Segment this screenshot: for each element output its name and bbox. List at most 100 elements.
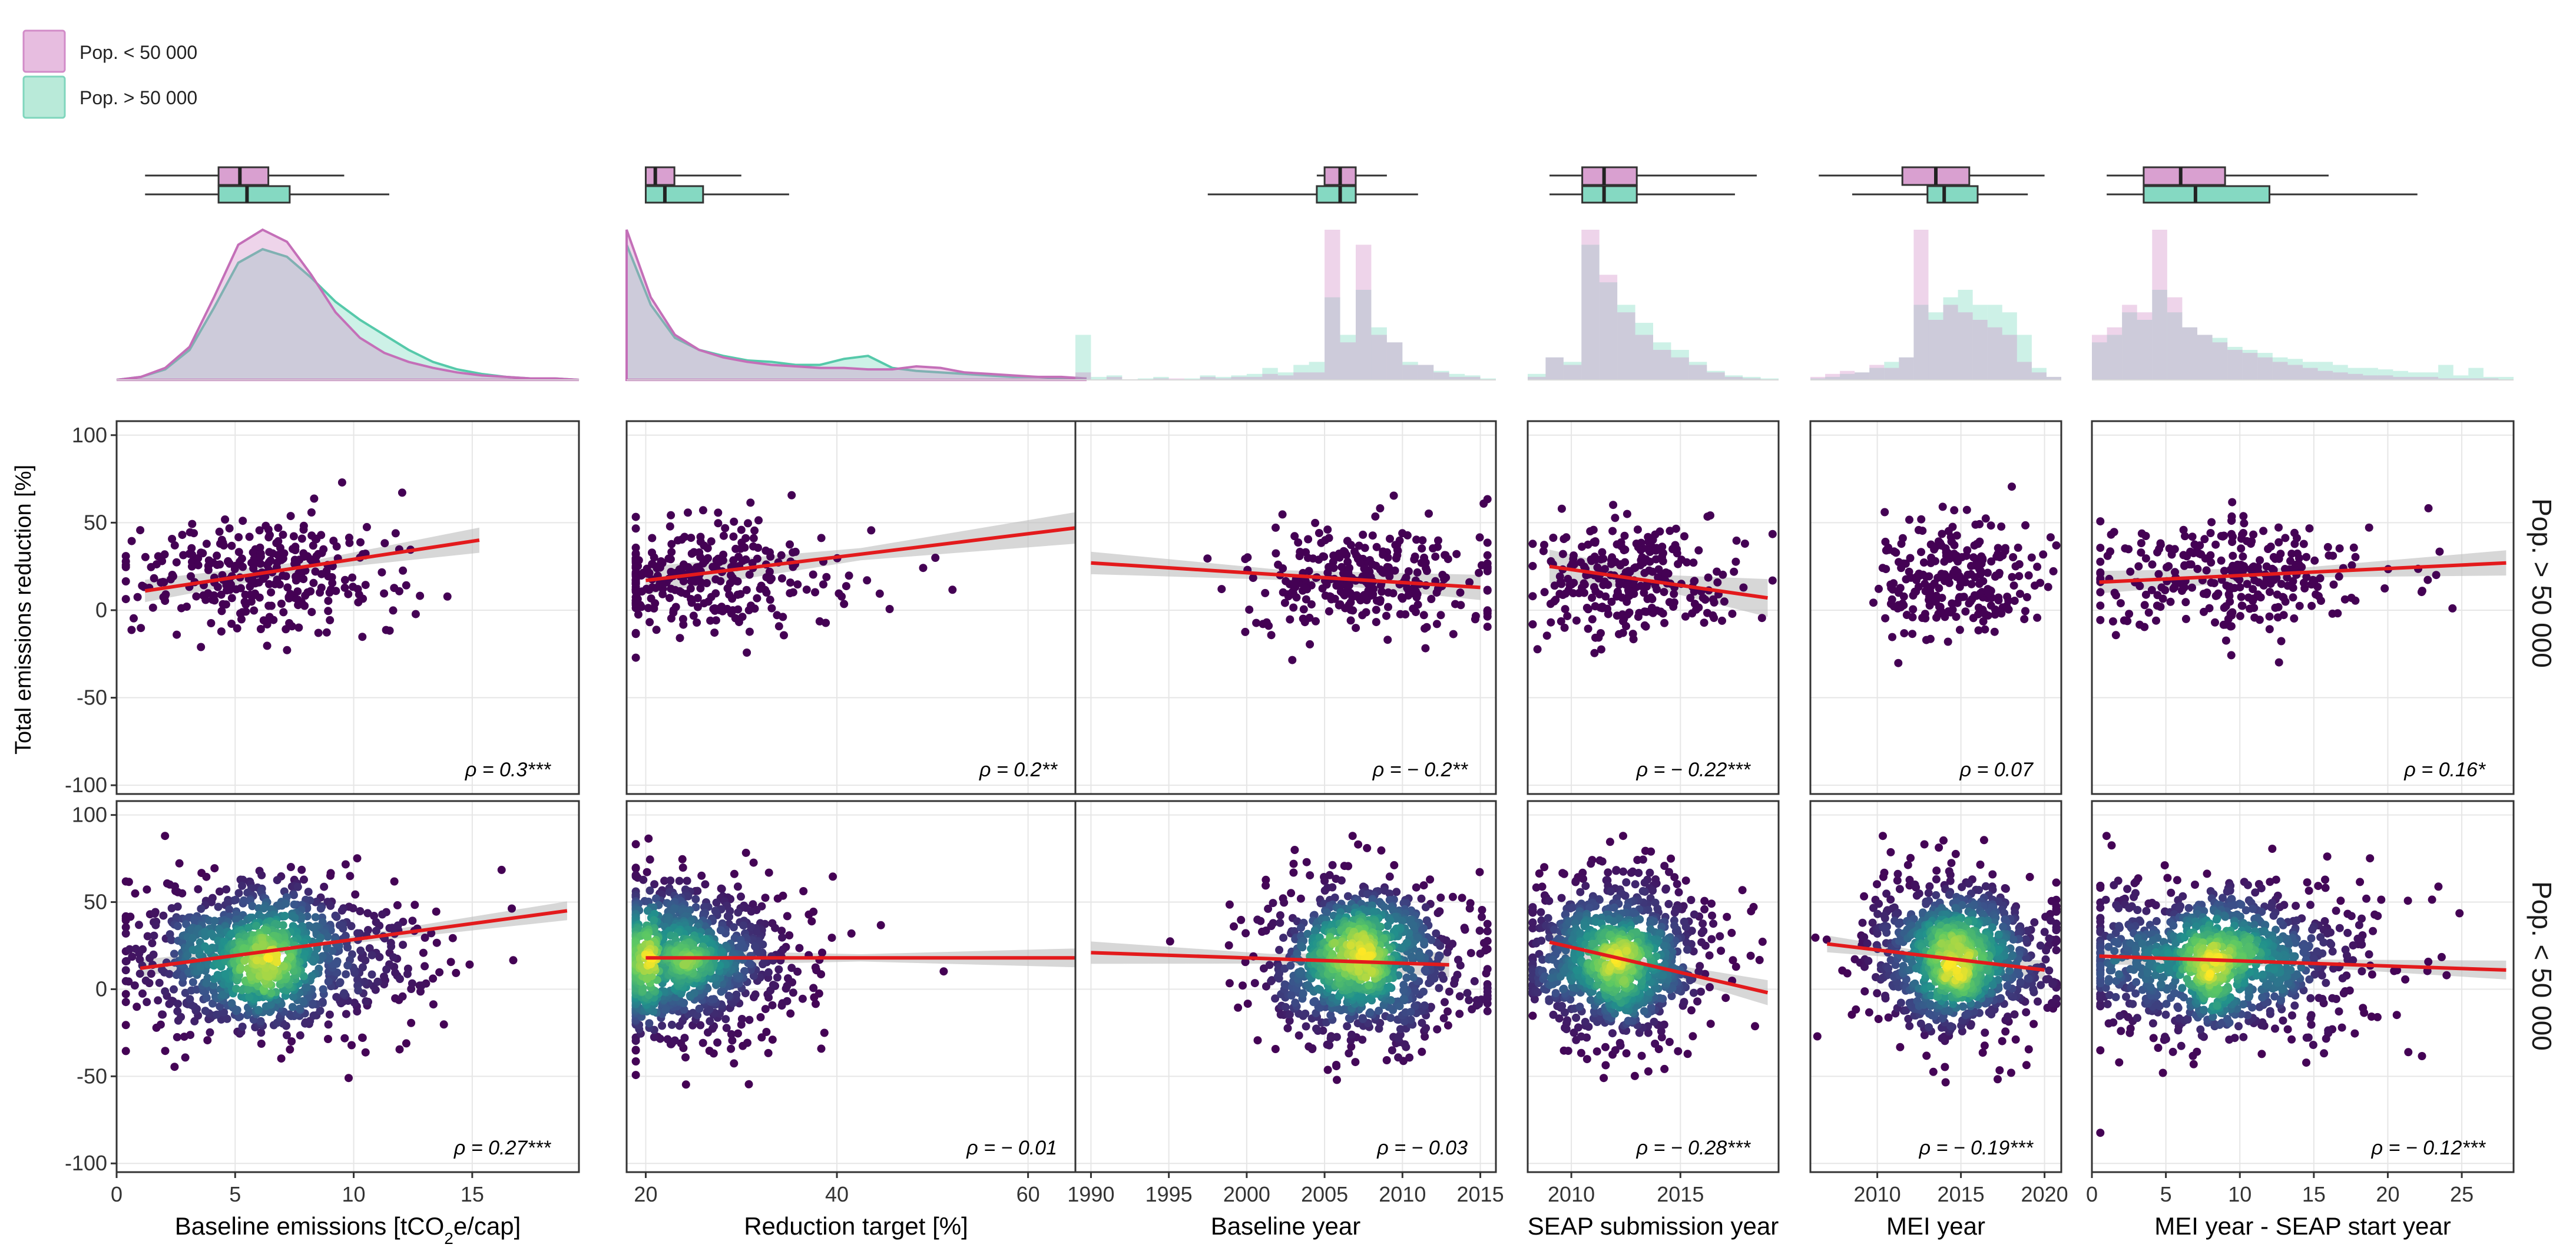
scatter-point [1558, 550, 1567, 558]
scatter-point [188, 520, 197, 528]
scatter-point [370, 912, 379, 920]
boxplot-box-large [217, 185, 291, 204]
scatter-point [1561, 605, 1570, 614]
scatter-point [294, 623, 303, 632]
scatter-point [147, 970, 155, 978]
scatter-point [363, 909, 372, 918]
scatter-point [1576, 888, 1585, 896]
scatter-point [387, 942, 396, 951]
scatter-point [863, 576, 872, 585]
scatter-point [1651, 898, 1660, 907]
scatter-point [255, 526, 264, 535]
scatter-point [1577, 1048, 1585, 1057]
scatter-point [1727, 928, 1736, 937]
scatter-point [187, 562, 196, 571]
scatter-point [133, 1002, 141, 1011]
scatter-point [733, 882, 742, 891]
scatter-point [1267, 631, 1276, 640]
scatter-point [1320, 886, 1329, 895]
scatter-point [274, 901, 283, 909]
scatter-point [341, 860, 350, 869]
scatter-point [1674, 888, 1683, 896]
scatter-point [171, 882, 179, 891]
scatter-point [202, 979, 211, 988]
marginal-hist-bar-small [1216, 378, 1231, 380]
scatter-point [1709, 919, 1718, 928]
scatter-point [1306, 871, 1315, 880]
scatter-point [141, 976, 150, 985]
scatter-point [304, 888, 313, 896]
scatter-point [1661, 885, 1670, 894]
scatter-point [1572, 1014, 1581, 1022]
scatter-point [1239, 981, 1247, 990]
scatter-point [286, 1045, 294, 1054]
scatter-point [847, 929, 856, 938]
scatter-point [1476, 949, 1485, 958]
scatter-point [246, 972, 255, 981]
scatter-point [771, 924, 780, 932]
scatter-point [789, 988, 797, 997]
scatter-point [732, 990, 741, 999]
scatter-point [233, 1005, 241, 1014]
scatter-point [1289, 868, 1298, 877]
scatter-point [730, 517, 739, 526]
scatter-point [1466, 949, 1475, 958]
scatter-point [659, 580, 668, 588]
scatter-point [753, 594, 761, 603]
scatter-point [1528, 540, 1537, 548]
marginal-hist-bar-small [1340, 342, 1356, 380]
scatter-point [1362, 608, 1370, 617]
scatter-point [240, 896, 248, 905]
scatter-point [1295, 552, 1304, 560]
scatter-point [1683, 945, 1691, 954]
scatter-point [156, 1020, 165, 1029]
scatter-point [631, 1071, 640, 1080]
scatter-point [337, 478, 346, 487]
scatter-point [717, 987, 726, 996]
scatter-point [121, 990, 130, 998]
scatter-point [1615, 1038, 1624, 1047]
scatter-point [194, 561, 203, 570]
scatter-point [727, 571, 735, 580]
scatter-point [1615, 630, 1623, 638]
scatter-point [785, 931, 794, 939]
scatter-point [1708, 911, 1716, 920]
scatter-point [1433, 909, 1442, 918]
marginal-hist-bar-large [1325, 297, 1340, 380]
scatter-point [680, 1034, 689, 1043]
scatter-point [650, 916, 658, 925]
scatter-point [1340, 862, 1349, 871]
scatter-point [267, 601, 276, 610]
correlation-label: ρ = − 0.03 [1376, 1137, 1468, 1159]
scatter-point [754, 516, 763, 525]
scatter-point [149, 950, 158, 959]
scatter-point [730, 1059, 739, 1068]
scatter-point [332, 542, 341, 551]
scatter-point [124, 878, 133, 886]
scatter-point [429, 1000, 438, 1009]
y-tick-label: -50 [77, 1064, 107, 1088]
scatter-point [1690, 600, 1699, 608]
scatter-point [827, 934, 836, 942]
scatter-point [1728, 610, 1737, 618]
scatter-point [677, 535, 686, 544]
marginal-hist-bar-large [1277, 372, 1294, 380]
scatter-point [307, 508, 316, 517]
scatter-point [291, 546, 300, 554]
scatter-point [1279, 564, 1287, 573]
scatter-point [1630, 590, 1638, 598]
correlation-label: ρ = 0.2** [979, 759, 1058, 781]
marginal-hist-bar-large [1075, 335, 1091, 380]
scatter-point [1592, 1047, 1601, 1056]
scatter-point [167, 936, 176, 944]
scatter-point [1399, 994, 1408, 1003]
scatter-point [696, 584, 705, 593]
scatter-point [443, 592, 452, 601]
scatter-point [1418, 1047, 1426, 1056]
scatter-point [1635, 608, 1644, 617]
scatter-point [208, 999, 217, 1008]
scatter-point [266, 1000, 275, 1009]
scatter-point [1528, 562, 1537, 570]
scatter-point [416, 591, 425, 600]
marginal-hist-bar-small [1371, 335, 1387, 380]
